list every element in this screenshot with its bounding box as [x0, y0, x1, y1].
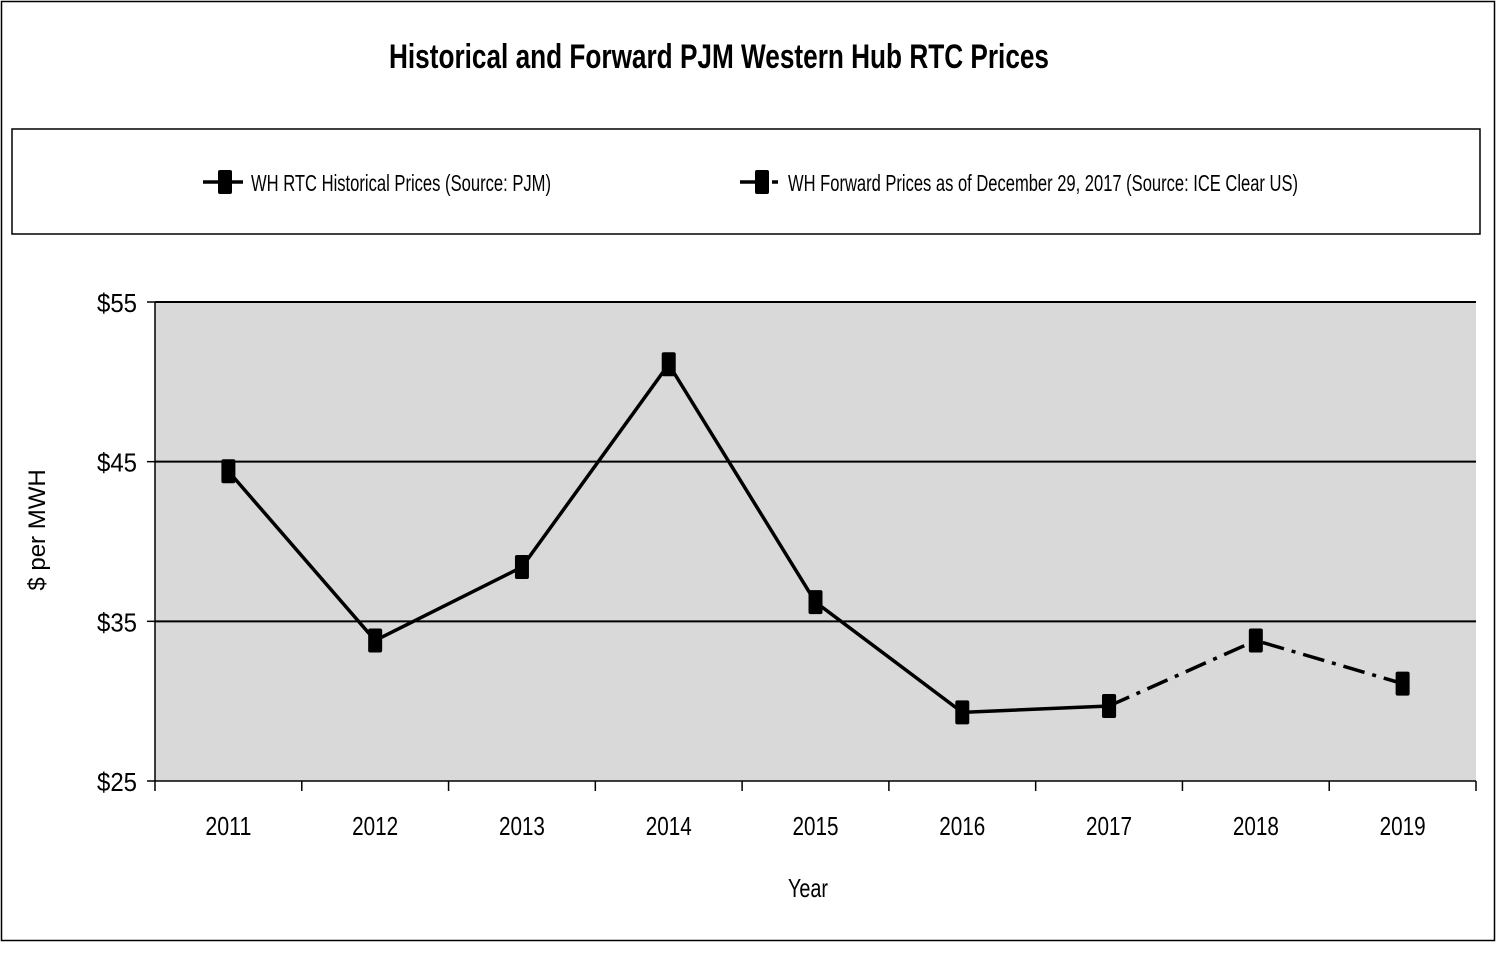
x-tick-label: 2016: [939, 811, 985, 841]
y-tick-label: $55: [97, 288, 137, 318]
x-tick-label: 2018: [1233, 811, 1279, 841]
chart-title: Historical and Forward PJM Western Hub R…: [389, 38, 1049, 76]
y-tick-label: $45: [97, 448, 137, 478]
x-tick-label: 2011: [205, 811, 251, 841]
data-point-marker: [661, 352, 676, 377]
legend-label: WH Forward Prices as of December 29, 201…: [788, 170, 1298, 196]
data-point-marker: [514, 555, 529, 580]
data-point-marker: [1248, 628, 1263, 653]
data-point-marker: [221, 459, 236, 484]
data-point-marker: [368, 628, 383, 653]
legend-label: WH RTC Historical Prices (Source: PJM): [251, 170, 551, 196]
x-tick-label: 2019: [1380, 811, 1426, 841]
data-point-marker: [1102, 693, 1117, 718]
x-tick-label: 2014: [646, 811, 692, 841]
y-tick-label: $25: [97, 767, 137, 797]
data-point-marker: [1395, 671, 1410, 696]
series-line-forward: [1108, 638, 1404, 708]
data-point-marker: [955, 700, 970, 725]
x-tick-label: 2015: [793, 811, 839, 841]
plot-area: [155, 302, 1476, 781]
x-tick-label: 2017: [1086, 811, 1132, 841]
x-tick-label: 2013: [499, 811, 545, 841]
x-tick-label: 2012: [352, 811, 398, 841]
legend: WH RTC Historical Prices (Source: PJM) WH…: [203, 170, 1298, 196]
y-tick-label: $35: [97, 607, 137, 637]
y-axis-label: $ per MWH: [24, 469, 51, 590]
data-point-marker: [755, 170, 769, 194]
x-axis-label: Year: [788, 873, 828, 903]
data-point-marker: [808, 590, 823, 615]
data-point-marker: [218, 170, 232, 194]
